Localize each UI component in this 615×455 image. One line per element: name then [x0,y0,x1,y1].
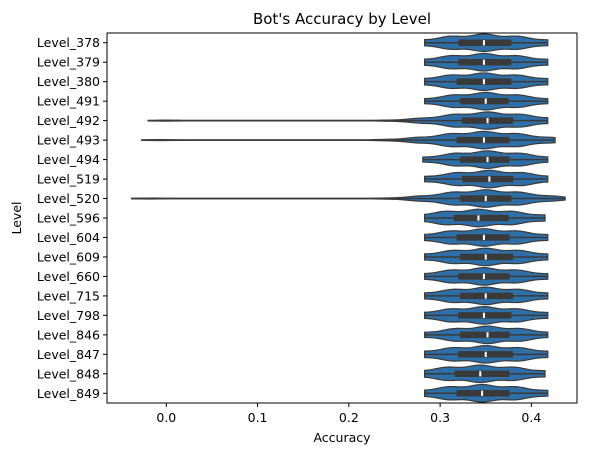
violin-Level_847 [423,344,549,364]
violin-median [482,234,485,241]
violin-Level_380 [423,72,549,92]
violin-Level_846 [423,325,549,345]
y-axis: Level_378 Level_379 Level_380 Level_491 Leve… [37,35,107,401]
violin-median [484,254,487,260]
violin-median [486,156,489,163]
x-tick-label: 0.1 [248,410,268,425]
violin-median [484,351,487,357]
violin-iqr-box [453,214,509,222]
violin-median [484,293,487,299]
violin-median [482,273,485,280]
y-tick-label: Level_609 [37,249,100,264]
y-tick-label: Level_379 [37,55,100,70]
y-tick-label: Level_519 [37,172,100,187]
y-tick-label: Level_378 [37,35,100,50]
violin-median [484,98,487,104]
violin-median [486,118,489,124]
violin-median [477,215,480,221]
violin-Level_494 [422,150,549,169]
y-tick-label: Level_604 [37,230,100,245]
violin-Level_492 [147,111,549,130]
x-axis-label: Accuracy [313,430,371,445]
violin-Level_379 [423,52,549,72]
violin-Level_596 [423,208,546,228]
y-tick-label: Level_494 [37,152,100,167]
violin-Level_715 [423,286,549,306]
y-tick-label: Level_596 [37,211,100,226]
y-tick-label: Level_491 [37,94,100,109]
violin-Level_493 [141,130,556,150]
violin-Level_849 [423,383,549,403]
y-tick-label: Level_520 [37,191,100,206]
violin-iqr-box [454,370,510,377]
violin-Level_519 [423,169,549,189]
x-axis: 0.0 0.1 0.2 0.3 0.4 [156,403,541,425]
violin-Level_378 [423,33,549,53]
violin-median [482,40,485,46]
y-tick-label: Level_848 [37,366,100,381]
y-tick-label: Level_493 [37,133,100,148]
violin-iqr-box [460,97,509,105]
y-tick-label: Level_798 [37,308,100,323]
violin-Level_604 [423,228,549,247]
violin-Level_520 [131,189,566,208]
chart-title: Bot's Accuracy by Level [253,10,431,28]
violin-median [482,312,485,318]
violin-median [482,79,485,85]
y-tick-label: Level_380 [37,74,100,89]
plot-frame [106,32,578,404]
violin-iqr-box [460,331,510,339]
violin-iqr-box [462,175,514,183]
violin-median [486,332,489,338]
violin-Level_609 [423,247,549,267]
violin-iqr-box [460,156,510,163]
violin-median [482,137,485,143]
y-tick-label: Level_715 [37,288,100,303]
violin-median [484,195,487,202]
violin-median [479,371,482,377]
violin-Level_660 [423,267,549,286]
violin-median [488,176,491,182]
violin-Level_798 [423,306,549,325]
x-tick-label: 0.2 [339,410,359,425]
violin-Level_848 [423,364,546,384]
y-tick-label: Level_846 [37,327,100,342]
violins-layer [131,33,566,403]
x-tick-label: 0.3 [430,410,450,425]
x-tick-label: 0.0 [156,410,176,425]
violin-Level_491 [423,91,549,111]
violin-median [481,390,484,396]
y-tick-label: Level_847 [37,347,100,362]
y-tick-label: Level_849 [37,386,100,401]
y-tick-label: Level_492 [37,113,100,128]
x-tick-label: 0.4 [521,410,541,425]
y-tick-label: Level_660 [37,269,100,284]
y-axis-label: Level [9,202,24,235]
violin-median [482,59,485,65]
